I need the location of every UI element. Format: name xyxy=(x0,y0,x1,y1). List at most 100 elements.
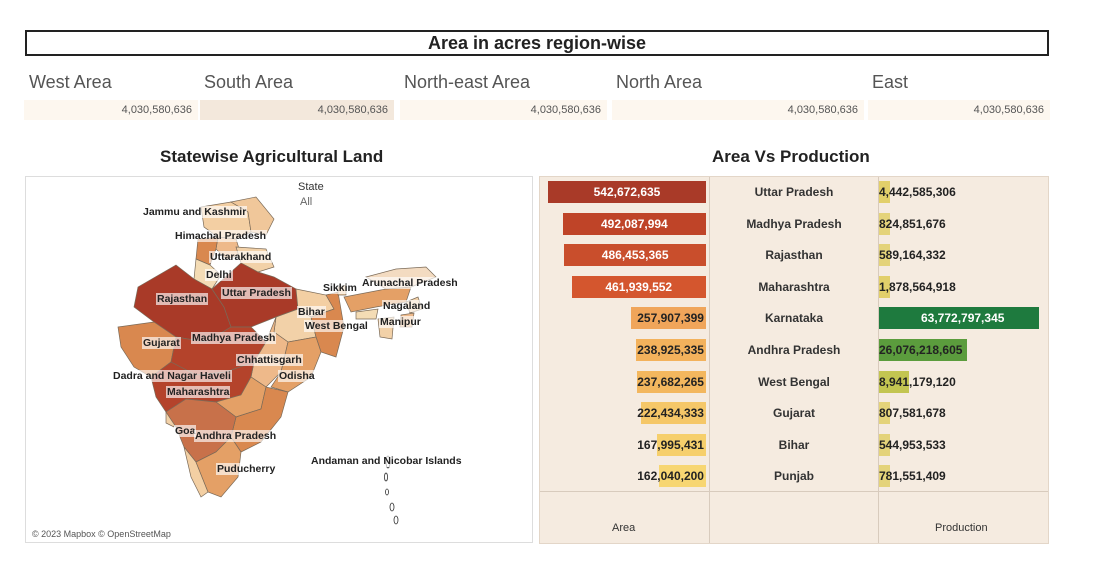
map-state-label: Odisha xyxy=(278,370,316,382)
dashboard-title: Area in acres region-wise xyxy=(25,30,1049,56)
kpi-value: 4,030,580,636 xyxy=(400,100,607,120)
production-value-label: 4,442,585,306 xyxy=(879,185,956,199)
production-bar[interactable] xyxy=(879,465,890,488)
kpi-card: South Area 4,030,580,636 xyxy=(200,70,394,120)
production-bar[interactable] xyxy=(879,370,909,393)
map-state-label: Puducherry xyxy=(216,463,277,475)
column-divider xyxy=(709,177,710,543)
kpi-label: South Area xyxy=(204,72,294,92)
area-bar[interactable]: 222,434,333 xyxy=(637,402,706,425)
kpi-label: East xyxy=(872,72,909,92)
map-state-label: Nagaland xyxy=(382,300,432,312)
map-state-label: Maharashtra xyxy=(166,386,231,398)
kpi-card: North Area 4,030,580,636 xyxy=(612,70,864,120)
map-state-label: Delhi xyxy=(205,269,233,281)
axis-divider xyxy=(540,491,1048,492)
state-category-label: Bihar xyxy=(778,437,810,452)
area-bar[interactable]: 162,040,200 xyxy=(637,465,706,488)
state-category-label: West Bengal xyxy=(758,374,830,389)
production-bar[interactable] xyxy=(879,339,967,361)
column-divider xyxy=(878,177,879,543)
state-category-label: Punjab xyxy=(773,469,814,484)
map-state-label: Goa xyxy=(174,425,197,437)
area-value-label: 486,453,365 xyxy=(601,248,669,263)
map-state-label: Jammu and Kashmir xyxy=(142,206,248,218)
area-value-label: 257,907,399 xyxy=(637,311,704,326)
map-state-label: Himachal Pradesh xyxy=(174,230,268,242)
production-bar[interactable] xyxy=(879,307,1039,330)
production-value-label: 26,076,218,605 xyxy=(879,343,963,357)
production-value-label: 8,941,179,120 xyxy=(879,374,956,389)
map-title: Statewise Agricultural Land xyxy=(160,147,384,166)
map-state-label: Andhra Pradesh xyxy=(194,430,278,442)
map-attribution: © 2023 Mapbox © OpenStreetMap xyxy=(32,529,171,539)
state-category-label: Gujarat xyxy=(772,406,815,421)
area-value-label: 461,939,552 xyxy=(605,279,673,294)
kpi-label: North-east Area xyxy=(404,72,531,92)
map-region-kerala xyxy=(183,446,209,498)
map-state-label: Manipur xyxy=(379,316,422,328)
production-value-label: 807,581,678 xyxy=(879,406,946,421)
area-value-label: 162,040,200 xyxy=(637,469,704,484)
production-axis-label: Production xyxy=(935,522,988,534)
kpi-label: West Area xyxy=(29,72,112,92)
map-state-label: Sikkim xyxy=(322,282,358,294)
area-bar[interactable]: 492,087,994 xyxy=(562,212,706,235)
chart-title: Area Vs Production xyxy=(712,147,870,166)
map-state-label: Uttarakhand xyxy=(209,251,273,263)
production-value-label: 1,878,564,918 xyxy=(879,279,956,294)
production-value-label: 63,772,797,345 xyxy=(921,311,1005,326)
production-bar[interactable] xyxy=(879,212,890,235)
kpi-value: 4,030,580,636 xyxy=(868,100,1050,120)
map-state-label: Madhya Pradesh xyxy=(191,332,277,344)
kpi-value: 4,030,580,636 xyxy=(200,100,394,120)
kpi-value: 4,030,580,636 xyxy=(612,100,864,120)
area-value-label: 542,672,635 xyxy=(593,185,661,199)
india-state-map[interactable]: State All Jammu and Kashmir Himachal Prad… xyxy=(25,176,533,543)
production-value-label: 544,953,533 xyxy=(879,437,946,452)
area-value-label: 222,434,333 xyxy=(637,406,704,421)
state-category-label: Andhra Pradesh xyxy=(747,343,841,357)
area-value-label: 238,925,335 xyxy=(637,343,704,357)
state-category-label: Rajasthan xyxy=(765,248,823,263)
area-bar[interactable]: 237,682,265 xyxy=(636,370,706,393)
kpi-value: 4,030,580,636 xyxy=(24,100,198,120)
map-state-label: Rajasthan xyxy=(156,293,209,305)
map-state-label: Bihar xyxy=(297,306,326,318)
production-bar[interactable] xyxy=(879,244,890,267)
area-value-label: 167,995,431 xyxy=(637,437,704,452)
state-category-label: Maharashtra xyxy=(758,279,830,294)
production-value-label: 824,851,676 xyxy=(879,216,946,231)
map-state-label: Dadra and Nagar Haveli xyxy=(112,370,232,382)
state-category-label: Madhya Pradesh xyxy=(746,216,842,231)
area-vs-production-chart: 542,672,635 Uttar Pradesh 4,442,585,306 492… xyxy=(539,176,1049,544)
area-bar[interactable]: 257,907,399 xyxy=(630,307,706,330)
production-bar[interactable] xyxy=(879,275,890,298)
kpi-card: West Area 4,030,580,636 xyxy=(24,70,198,120)
map-legend-title: State xyxy=(298,181,324,193)
map-region-meghalaya xyxy=(355,308,379,320)
area-bar[interactable]: 167,995,431 xyxy=(637,433,706,456)
state-category-label: Karnataka xyxy=(764,311,824,326)
map-legend-filter[interactable]: All xyxy=(300,196,313,208)
area-bar[interactable]: 486,453,365 xyxy=(564,244,706,267)
production-value-label: 589,164,332 xyxy=(879,248,946,263)
area-value-label: 237,682,265 xyxy=(637,374,704,389)
map-state-label: West Bengal xyxy=(304,320,369,332)
area-value-label: 492,087,994 xyxy=(600,216,668,231)
kpi-label: North Area xyxy=(616,72,703,92)
area-axis-label: Area xyxy=(612,522,636,534)
kpi-card: East 4,030,580,636 xyxy=(868,70,1050,120)
map-state-label: Gujarat xyxy=(142,337,181,349)
production-bar[interactable] xyxy=(879,181,890,203)
production-bar[interactable] xyxy=(879,433,890,456)
area-bar[interactable]: 542,672,635 xyxy=(548,181,706,203)
kpi-card: North-east Area 4,030,580,636 xyxy=(400,70,607,120)
map-state-label: Uttar Pradesh xyxy=(221,287,292,299)
map-state-label: Arunachal Pradesh xyxy=(361,277,459,289)
production-value-label: 781,551,409 xyxy=(879,469,946,484)
area-bar[interactable]: 461,939,552 xyxy=(571,275,706,298)
production-bar[interactable] xyxy=(879,402,890,425)
state-category-label: Uttar Pradesh xyxy=(754,185,834,199)
area-bar[interactable]: 238,925,335 xyxy=(636,339,706,361)
